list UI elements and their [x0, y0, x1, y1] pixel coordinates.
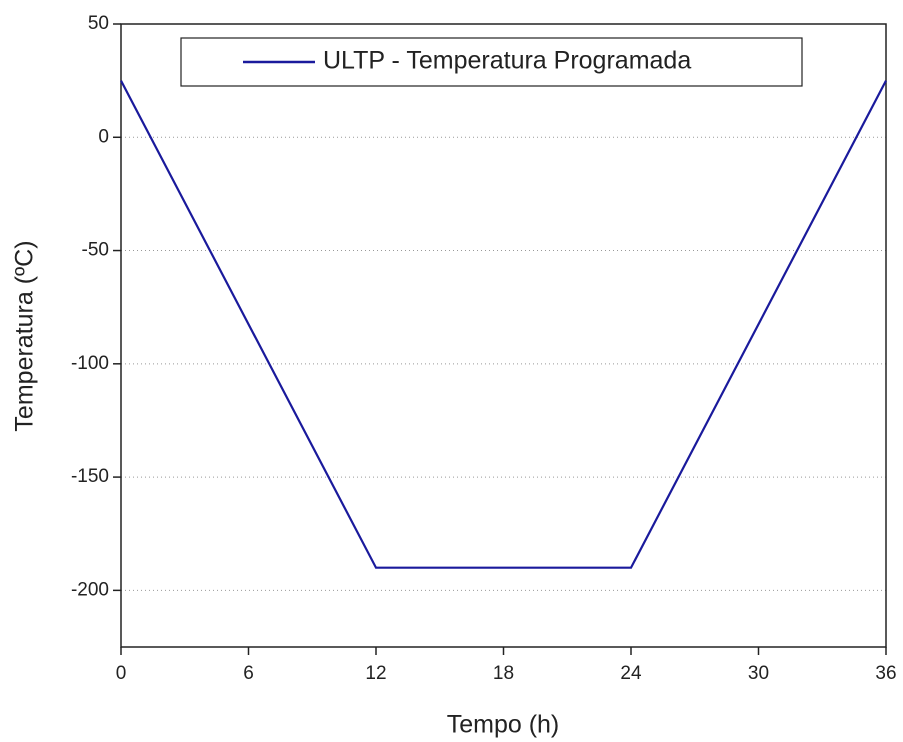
y-axis-title: Temperatura (ºC)	[11, 240, 39, 431]
x-tick-label: 6	[243, 663, 254, 684]
y-tick-label: 50	[88, 13, 109, 34]
series-line	[120, 80, 887, 569]
y-tick-label: -150	[71, 466, 109, 487]
x-axis-title: Tempo (h)	[447, 711, 560, 739]
y-tick-label: -100	[71, 353, 109, 374]
plot-frame	[120, 23, 887, 648]
x-tick-label: 30	[748, 663, 769, 684]
x-tick-label: 18	[493, 663, 514, 684]
x-tick-label: 36	[875, 663, 896, 684]
legend-label: ULTP - Temperatura Programada	[323, 47, 691, 75]
x-tick-label: 24	[620, 663, 642, 684]
y-tick-label: -50	[82, 240, 109, 261]
x-tick-label: 12	[365, 663, 386, 684]
y-tick-label: 0	[98, 126, 109, 147]
x-tick-label: 0	[116, 663, 127, 684]
y-tick-label: -200	[71, 579, 109, 600]
